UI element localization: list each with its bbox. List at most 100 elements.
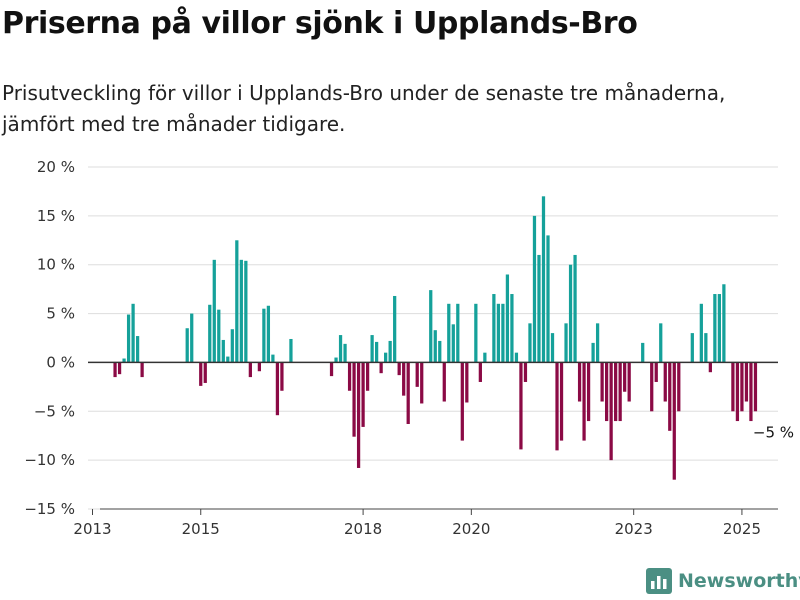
bar: [672, 362, 676, 480]
bar: [496, 303, 501, 363]
bar: [731, 362, 735, 412]
bar: [528, 323, 532, 363]
bar: [402, 362, 406, 396]
bar: [244, 260, 248, 363]
bar: [573, 254, 577, 363]
bar: [627, 362, 631, 402]
bar: [226, 356, 230, 363]
x-tick-label: 2020: [452, 520, 490, 538]
bar: [113, 362, 117, 378]
bar: [329, 362, 334, 377]
bar: [595, 323, 600, 363]
bar: [546, 235, 550, 363]
bar: [140, 362, 144, 378]
x-tick-label: 2023: [615, 520, 653, 538]
bar: [605, 362, 609, 422]
bar: [537, 254, 541, 363]
bar: [370, 335, 374, 363]
bar: [262, 308, 266, 363]
y-tick-label: −15 %: [24, 500, 75, 518]
bar: [735, 362, 740, 422]
bar: [519, 362, 523, 450]
y-tick-label: 20 %: [37, 158, 75, 176]
bar: [248, 362, 252, 378]
bar: [122, 358, 126, 363]
bar: [334, 357, 338, 363]
bar: [614, 362, 618, 422]
bar: [239, 259, 243, 363]
bar: [447, 303, 451, 363]
bar: [221, 339, 225, 363]
bar: [623, 362, 627, 392]
bar: [722, 284, 726, 363]
bar: [744, 362, 749, 402]
bar: [460, 362, 464, 441]
bar: [641, 342, 645, 363]
bar: [343, 343, 347, 363]
bar: [663, 362, 667, 402]
bar: [212, 259, 216, 363]
bar: [375, 341, 379, 363]
bar: [190, 313, 194, 363]
chart-subtitle: Prisutveckling för villor i Upplands-Bro…: [2, 81, 726, 136]
bar: [429, 290, 433, 363]
bar: [582, 362, 586, 441]
bar: [568, 264, 573, 363]
bar: [591, 342, 595, 363]
bar: [713, 294, 717, 363]
bar: [361, 362, 365, 427]
bar: [271, 354, 275, 363]
bar: [456, 303, 460, 363]
bar: [356, 362, 361, 468]
bar: [708, 362, 712, 373]
bar: [379, 362, 383, 374]
bar: [275, 362, 280, 416]
bar: [600, 362, 604, 402]
bar: [266, 305, 271, 363]
bar: [135, 336, 140, 363]
axes: [88, 361, 778, 510]
bar: [677, 362, 681, 412]
bar: [740, 362, 744, 412]
bar: [185, 328, 189, 363]
x-axis-labels: 2013 2015 2018 2020 2023 2025: [73, 509, 761, 538]
bar: [433, 330, 437, 363]
bar: [397, 362, 401, 376]
bar: [699, 303, 703, 363]
bar: [230, 329, 234, 363]
bar: [338, 335, 343, 363]
newsworthy-logo-icon: [646, 568, 672, 594]
bar: [217, 309, 221, 363]
bar: [235, 240, 239, 363]
bar: [438, 340, 442, 363]
brand: Newsworthy: [646, 568, 800, 594]
x-tick-label: 2015: [182, 520, 220, 538]
bar: [280, 362, 284, 391]
y-axis-labels: −15 % −10 % −5 % 0 % 5 % 10 % 15 % 20 %: [24, 158, 75, 518]
bar: [393, 295, 397, 363]
bar: [492, 294, 496, 363]
bar: [586, 362, 591, 422]
bar: [384, 352, 388, 363]
bar: [420, 362, 424, 404]
chart-title: Priserna på villor sjönk i Upplands-Bro: [2, 6, 638, 41]
bar: [451, 324, 455, 363]
bar: [208, 304, 212, 363]
bar: [352, 362, 356, 437]
x-tick-label: 2025: [723, 520, 761, 538]
bar: [609, 362, 613, 461]
bar: [365, 362, 370, 391]
bar: [131, 303, 135, 363]
bar: [203, 362, 207, 383]
bar: [717, 294, 721, 363]
bar: [559, 362, 564, 441]
bar: [442, 362, 446, 402]
bar: [523, 362, 528, 382]
annotations: −5 %: [753, 423, 794, 441]
last-value-label: −5 %: [753, 423, 794, 441]
bar: [532, 215, 537, 363]
bar: [541, 196, 546, 363]
bar: [483, 352, 487, 363]
bar: [668, 362, 672, 431]
